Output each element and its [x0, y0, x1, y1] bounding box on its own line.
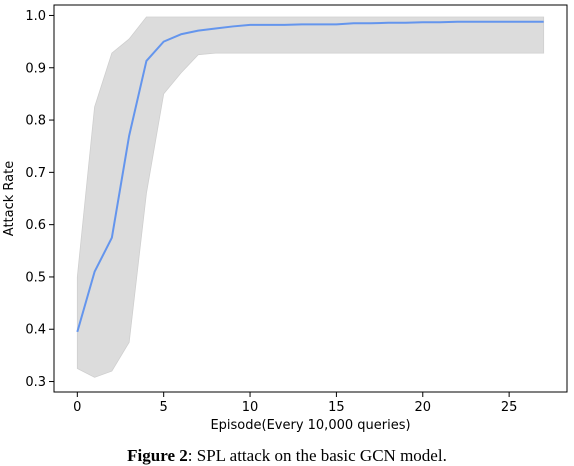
y-tick-label: 1.0	[25, 9, 46, 24]
figure-caption-label: Figure 2	[127, 446, 188, 465]
x-axis-label: Episode(Every 10,000 queries)	[210, 418, 410, 433]
y-axis-label: Attack Rate	[2, 161, 17, 236]
confidence-band	[76, 16, 545, 378]
y-tick-label: 0.8	[25, 114, 46, 129]
y-tick-label: 0.4	[25, 323, 46, 338]
y-tick-label: 0.6	[25, 218, 46, 233]
attack-rate-chart: 0 5 10 15 20 25 0.3 0.4 0.5 0.6 0.7 0.8 0.9 1.0 Epis…	[2, 4, 568, 433]
y-tick-label: 0.9	[25, 61, 46, 76]
x-tick-label: 10	[242, 400, 259, 415]
x-tick-label: 0	[73, 400, 81, 415]
x-tick-label: 20	[414, 400, 431, 415]
figure-caption: Figure 2: SPL attack on the basic GCN mo…	[0, 446, 574, 466]
y-tick-label: 0.7	[25, 166, 46, 181]
plot-frame	[53, 4, 568, 393]
x-tick-label: 5	[160, 400, 168, 415]
x-tick-label: 15	[328, 400, 345, 415]
x-axis-ticks: 0 5 10 15 20 25	[73, 392, 517, 415]
y-tick-label: 0.5	[25, 270, 46, 285]
y-axis-ticks: 0.3 0.4 0.5 0.6 0.7 0.8 0.9 1.0	[25, 9, 54, 390]
y-tick-label: 0.3	[25, 375, 46, 390]
mean-line-layer	[76, 20, 544, 333]
confidence-band-layer	[76, 16, 545, 378]
x-tick-label: 25	[501, 400, 518, 415]
figure-caption-text: : SPL attack on the basic GCN model.	[187, 446, 447, 465]
attack-rate-line	[76, 20, 544, 333]
